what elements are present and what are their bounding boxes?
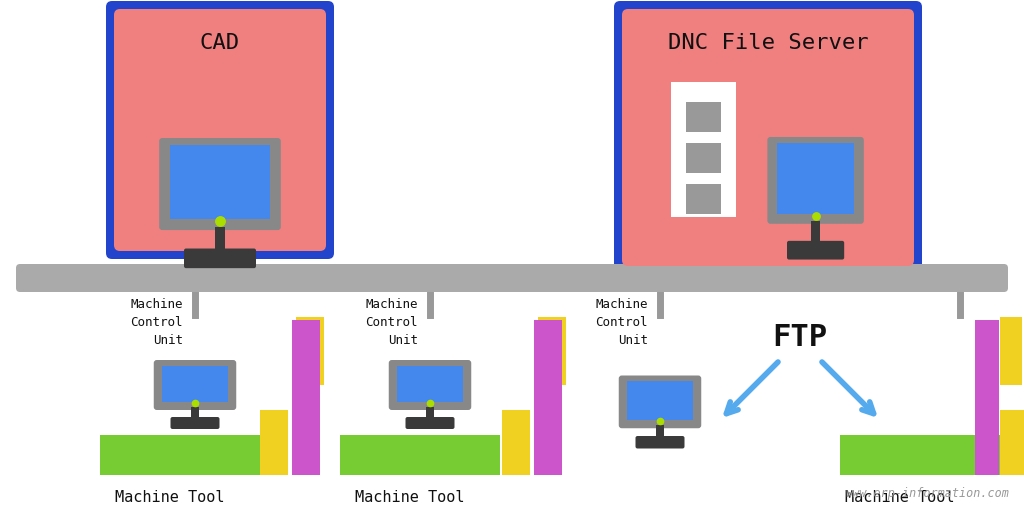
Bar <box>502 410 530 475</box>
Bar <box>627 381 693 420</box>
Bar <box>215 227 225 250</box>
FancyBboxPatch shape <box>622 9 914 266</box>
FancyBboxPatch shape <box>159 138 281 230</box>
FancyBboxPatch shape <box>114 9 326 251</box>
Bar <box>538 317 566 385</box>
Text: Machine
Control
Unit: Machine Control Unit <box>366 298 418 347</box>
Bar <box>20 268 1004 288</box>
Bar <box>686 102 722 132</box>
FancyBboxPatch shape <box>787 241 844 260</box>
FancyBboxPatch shape <box>614 1 922 274</box>
FancyBboxPatch shape <box>618 375 701 428</box>
FancyBboxPatch shape <box>184 248 256 268</box>
Bar <box>811 221 820 243</box>
Bar <box>671 82 736 217</box>
Text: DNC File Server: DNC File Server <box>668 33 868 53</box>
Bar <box>656 425 664 438</box>
Text: Machine Tool: Machine Tool <box>355 490 465 505</box>
FancyBboxPatch shape <box>389 360 471 410</box>
Bar <box>397 366 463 401</box>
Text: Machine Tool: Machine Tool <box>845 490 954 505</box>
Bar <box>191 407 199 419</box>
FancyBboxPatch shape <box>767 137 864 224</box>
Bar <box>340 435 500 475</box>
Text: Machine
Control
Unit: Machine Control Unit <box>596 298 648 347</box>
Bar <box>686 143 722 173</box>
FancyBboxPatch shape <box>406 417 455 429</box>
Bar <box>840 435 1000 475</box>
Bar <box>162 366 228 401</box>
Bar <box>1000 410 1024 475</box>
Bar <box>170 145 269 219</box>
FancyBboxPatch shape <box>154 360 237 410</box>
Bar <box>426 407 433 419</box>
Bar <box>260 410 288 475</box>
FancyBboxPatch shape <box>106 1 334 259</box>
Text: Machine Tool: Machine Tool <box>116 490 224 505</box>
Bar <box>296 317 324 385</box>
FancyBboxPatch shape <box>636 436 684 449</box>
Text: www.erp-information.com: www.erp-information.com <box>845 487 1009 500</box>
Bar <box>686 184 722 214</box>
FancyBboxPatch shape <box>16 264 1008 292</box>
Bar <box>534 320 562 475</box>
Bar <box>975 320 999 475</box>
Text: Machine
Control
Unit: Machine Control Unit <box>130 298 183 347</box>
Bar <box>1000 317 1022 385</box>
Bar <box>777 143 854 215</box>
Bar <box>100 435 260 475</box>
Text: CAD: CAD <box>200 33 240 53</box>
Text: FTP: FTP <box>772 324 827 352</box>
FancyBboxPatch shape <box>171 417 219 429</box>
Bar <box>292 320 319 475</box>
